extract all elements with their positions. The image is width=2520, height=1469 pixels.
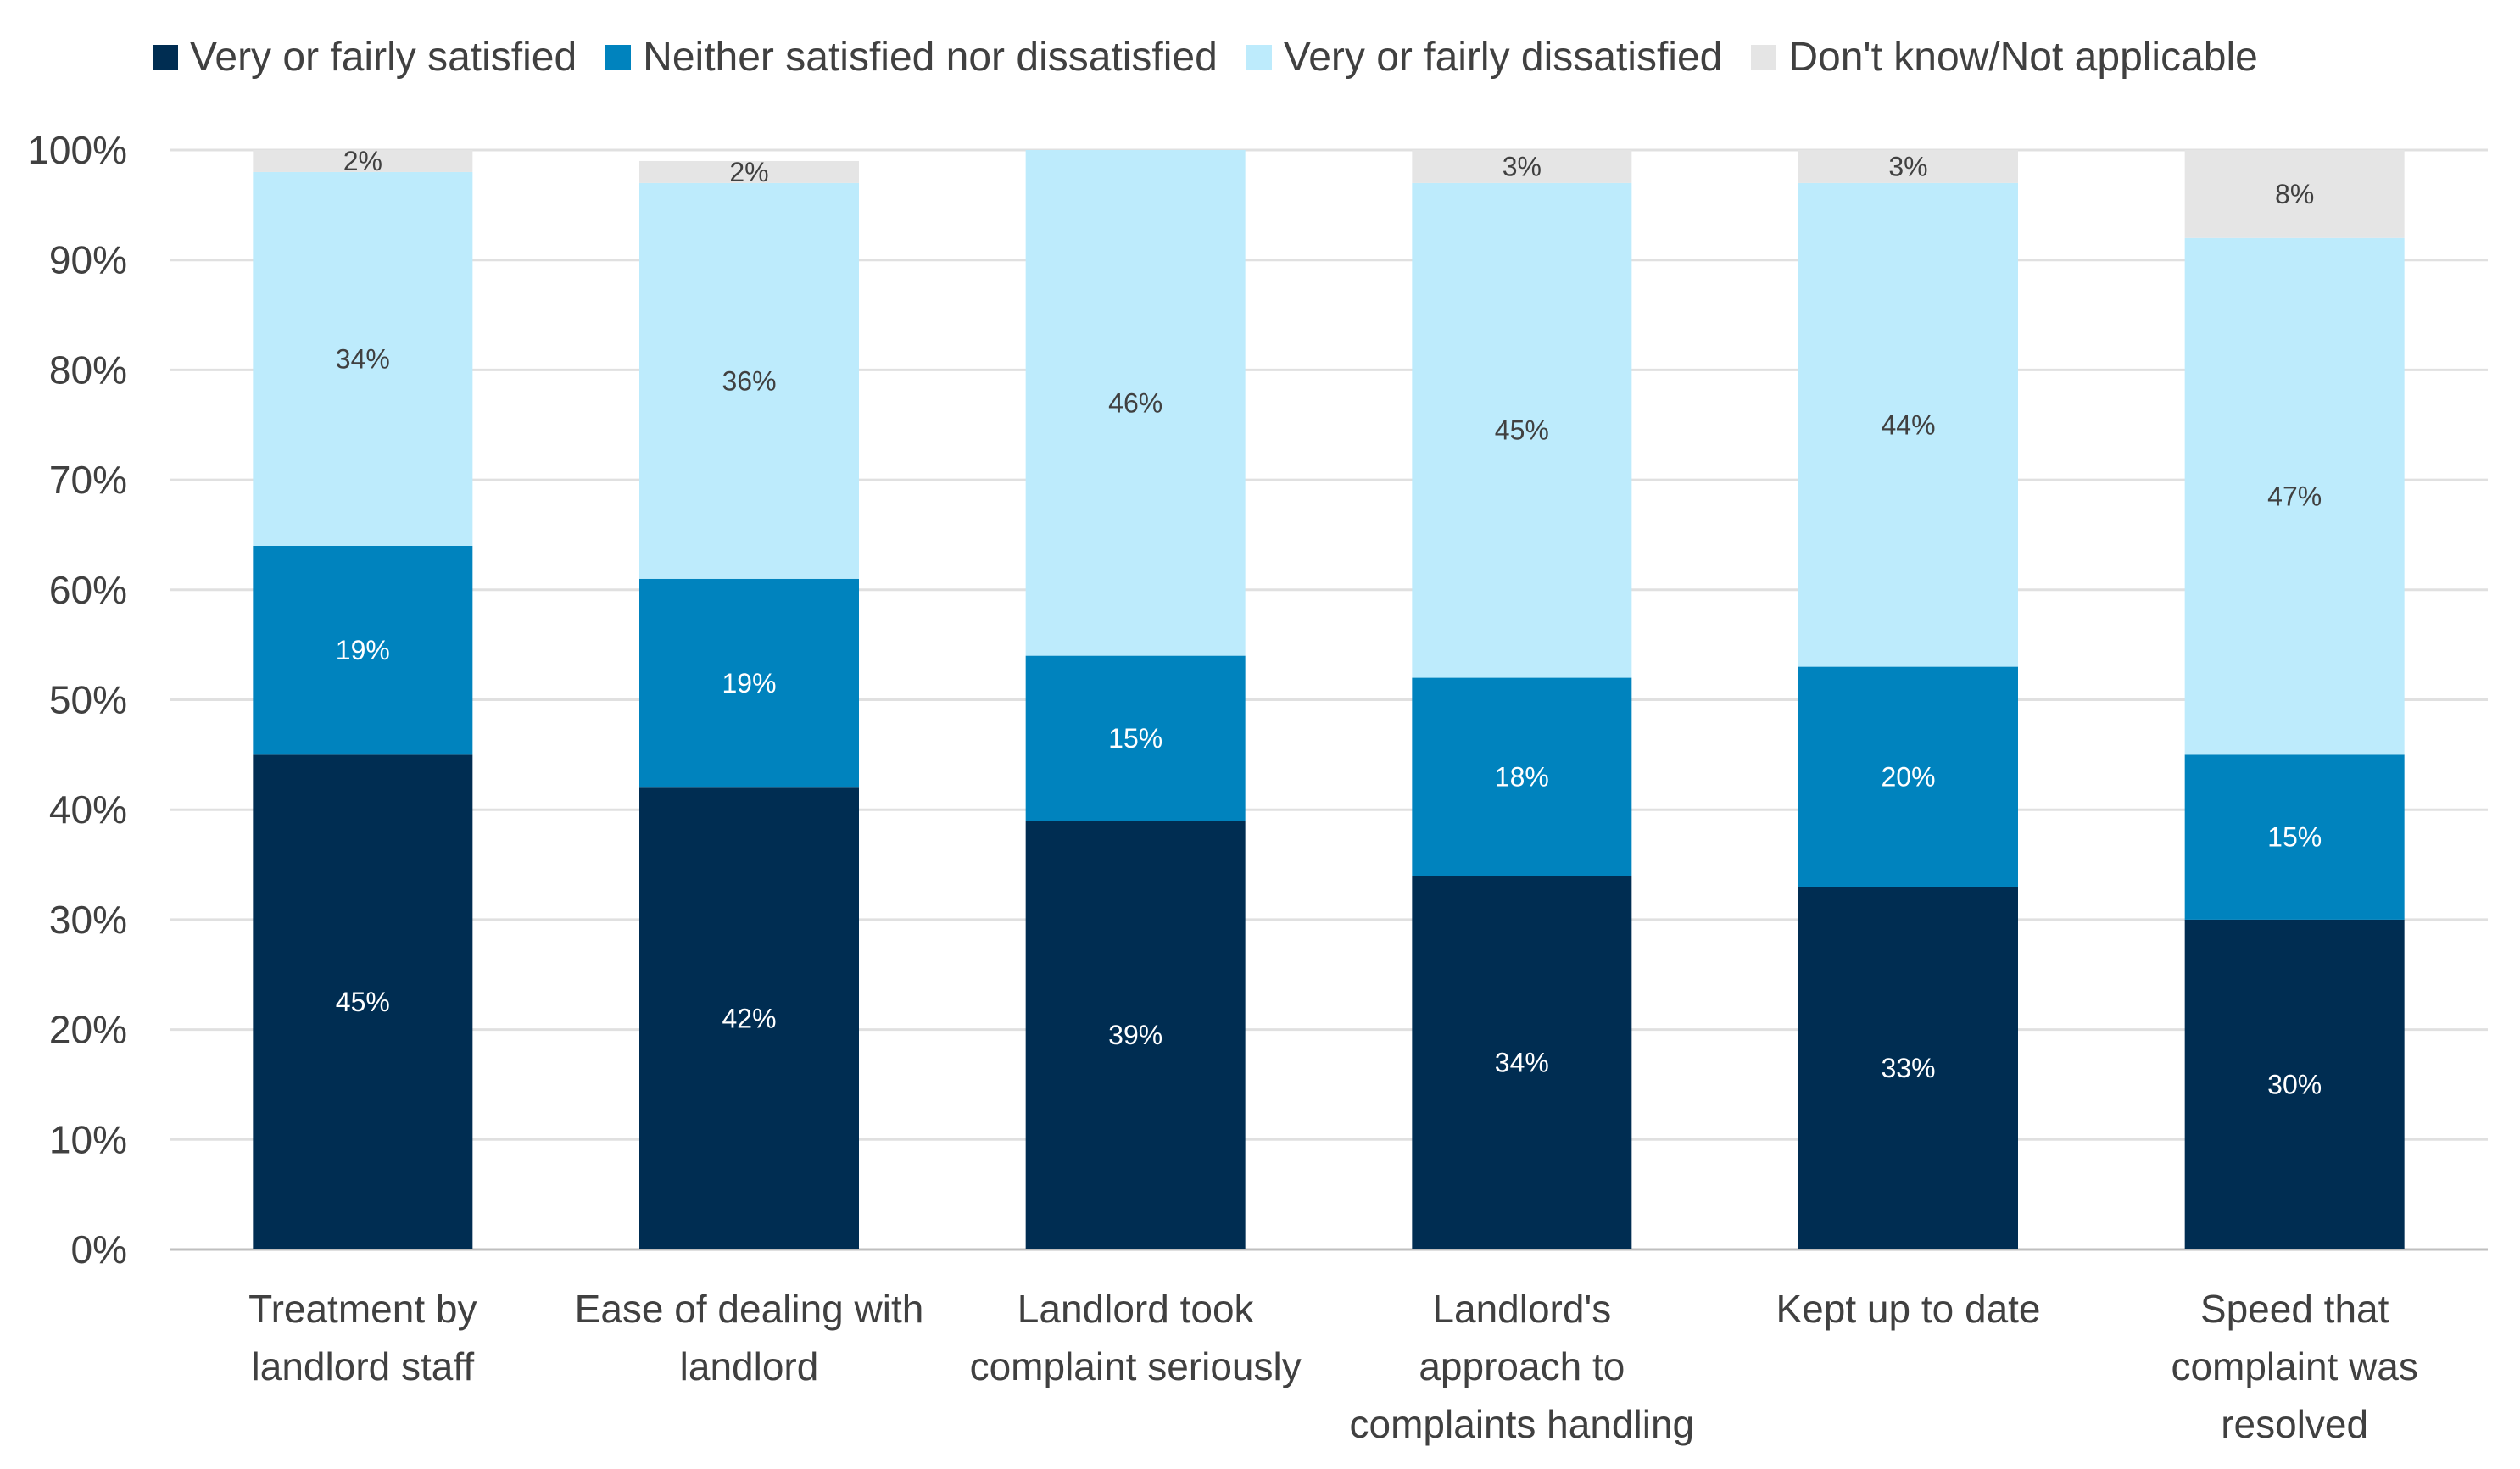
bar-segment — [1412, 150, 1632, 183]
legend-label: Don't know/Not applicable — [1788, 35, 2258, 80]
bar-segment — [1412, 182, 1632, 678]
data-label: 39% — [1108, 1020, 1162, 1050]
data-label: 15% — [2267, 822, 2322, 853]
y-tick-label: 0% — [71, 1227, 127, 1271]
bar-segment — [639, 578, 859, 788]
data-label: 2% — [343, 146, 382, 176]
y-tick-label: 30% — [49, 898, 127, 942]
data-label: 44% — [1881, 409, 1935, 440]
data-label: 19% — [722, 668, 776, 698]
y-tick-label: 60% — [49, 568, 127, 612]
data-label: 15% — [1108, 723, 1162, 754]
legend-label: Very or fairly satisfied — [190, 35, 577, 80]
x-tick-label: resolved — [2221, 1402, 2368, 1446]
x-tick-label: approach to — [1419, 1344, 1625, 1388]
x-tick-label: complaint was — [2171, 1344, 2417, 1388]
bar-segment — [1412, 876, 1632, 1249]
data-label: 45% — [1495, 415, 1549, 446]
data-label: 45% — [336, 987, 390, 1017]
data-label: 34% — [336, 343, 390, 374]
bar-segment — [1412, 677, 1632, 876]
data-label: 30% — [2267, 1069, 2322, 1099]
legend-item: Very or fairly dissatisfied — [1246, 34, 1723, 81]
data-label: 33% — [1881, 1053, 1935, 1083]
data-label: 2% — [729, 157, 768, 187]
bar-segment — [1798, 150, 2018, 183]
data-label: 20% — [1881, 761, 1935, 792]
bar-segment — [639, 182, 859, 579]
x-tick-label: Treatment by — [248, 1287, 477, 1331]
data-label: 34% — [1495, 1048, 1549, 1078]
bar-segment — [253, 754, 473, 1249]
legend-item: Neither satisfied nor dissatisfied — [605, 34, 1218, 81]
bar-segment — [1025, 150, 1246, 656]
y-tick-label: 100% — [27, 128, 127, 172]
legend-item: Very or fairly satisfied — [153, 34, 577, 81]
legend-label: Very or fairly dissatisfied — [1283, 35, 1723, 80]
x-tick-label: Speed that — [2200, 1287, 2389, 1331]
data-label: 18% — [1495, 761, 1549, 792]
y-tick-label: 80% — [49, 348, 127, 392]
bar-segment — [639, 160, 859, 183]
x-tick-label: landlord staff — [252, 1344, 475, 1388]
x-tick-label: landlord — [680, 1344, 819, 1388]
x-tick-label: Ease of dealing with — [575, 1287, 924, 1331]
bar-segment — [1798, 182, 2018, 667]
data-label: 36% — [722, 365, 776, 396]
legend-label: Neither satisfied nor dissatisfied — [643, 35, 1218, 80]
data-label: 42% — [722, 1004, 776, 1034]
bar-segment — [2184, 754, 2405, 920]
bar-segment — [1798, 886, 2018, 1249]
y-tick-label: 40% — [49, 787, 127, 832]
legend: Very or fairly satisfied Neither satisfie… — [153, 34, 2258, 81]
data-label: 3% — [1888, 151, 1927, 181]
data-label: 19% — [336, 635, 390, 665]
bar-segment — [2184, 919, 2405, 1249]
bar-segment — [1798, 666, 2018, 887]
y-tick-label: 20% — [49, 1008, 127, 1052]
bar-segment — [253, 545, 473, 755]
y-tick-label: 50% — [49, 678, 127, 722]
bar-segment — [639, 787, 859, 1249]
x-tick-label: complaints handling — [1350, 1402, 1695, 1446]
bar-segment — [1025, 655, 1246, 821]
bar-segment — [2184, 150, 2405, 238]
x-tick-label: complaint seriously — [970, 1344, 1302, 1388]
x-tick-label: Kept up to date — [1776, 1287, 2040, 1331]
data-label: 46% — [1108, 387, 1162, 418]
bar-segment — [2184, 237, 2405, 755]
bar-segment — [1025, 821, 1246, 1249]
bar-segment — [253, 171, 473, 546]
x-tick-label: Landlord took — [1017, 1287, 1255, 1331]
data-label: 47% — [2267, 481, 2322, 512]
data-label: 3% — [1503, 151, 1542, 181]
legend-swatch — [605, 44, 632, 70]
legend-swatch — [153, 44, 178, 70]
bar-segment — [253, 150, 473, 172]
legend-item: Don't know/Not applicable — [1751, 34, 2258, 81]
legend-swatch — [1246, 44, 1272, 70]
y-tick-label: 70% — [49, 458, 127, 502]
y-tick-label: 90% — [49, 238, 127, 282]
legend-swatch — [1751, 44, 1777, 70]
x-tick-label: Landlord's — [1432, 1287, 1611, 1331]
data-label: 8% — [2275, 179, 2314, 209]
y-tick-label: 10% — [49, 1117, 127, 1161]
